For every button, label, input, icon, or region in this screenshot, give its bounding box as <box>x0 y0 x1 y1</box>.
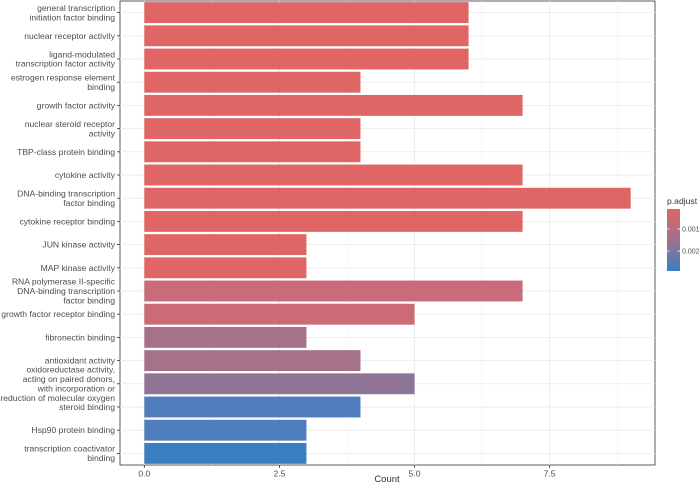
x-tick-label: 5.0 <box>409 469 421 479</box>
bar <box>144 25 469 47</box>
bar <box>144 2 469 24</box>
bars <box>144 2 631 464</box>
x-tick-label: 0.0 <box>138 469 150 479</box>
x-axis-title: Count <box>374 474 400 485</box>
x-axis-ticks: 0.0 2.5 5.0 7.5 <box>138 465 556 479</box>
category-label: TBP-class protein binding <box>17 147 115 157</box>
category-label: JUN kinase activity <box>42 240 115 250</box>
plot-panel <box>119 0 656 466</box>
bar <box>144 187 631 209</box>
bar <box>144 48 469 70</box>
category-label: antioxidant activity <box>45 356 116 366</box>
legend-tick-label: 0.002 <box>682 249 700 256</box>
category-label: transcription coactivator binding <box>24 444 115 463</box>
category-label: steroid binding <box>59 402 115 412</box>
bar <box>144 419 307 441</box>
category-label: cytokine receptor binding <box>19 216 115 226</box>
bar <box>144 280 523 302</box>
category-label: MAP kinase activity <box>41 263 116 273</box>
bar <box>144 396 361 418</box>
legend-colorbar <box>667 209 680 271</box>
category-label: growth factor activity <box>37 100 116 110</box>
category-label: ligand-modulated transcription factor act… <box>16 49 116 68</box>
bar <box>144 350 361 372</box>
legend-title: p.adjust <box>667 196 698 206</box>
category-label: DNA-binding transcription factor binding <box>17 189 115 208</box>
legend-ticks: 0.001 0.002 <box>667 226 700 256</box>
legend-tick-label: 0.001 <box>682 226 700 233</box>
bar <box>144 71 361 93</box>
category-labels: general transcription initiation factor b… <box>0 3 120 463</box>
category-label: fibronectin binding <box>45 332 115 342</box>
bar <box>144 303 415 325</box>
bar <box>144 442 307 464</box>
bar <box>144 141 361 163</box>
bar <box>144 94 523 116</box>
category-label: general transcription initiation factor b… <box>29 3 115 22</box>
category-label: nuclear receptor activity <box>24 31 115 41</box>
bar <box>144 164 523 186</box>
x-tick-label: 2.5 <box>273 469 285 479</box>
category-label: nuclear steroid receptor activity <box>25 119 116 138</box>
category-label: estrogen response element binding <box>11 73 116 92</box>
legend: p.adjust 0.001 0.002 <box>667 196 700 271</box>
bar <box>144 326 307 348</box>
bar <box>144 210 523 232</box>
category-label: Hsp90 protein binding <box>31 425 115 435</box>
category-label: cytokine activity <box>55 170 116 180</box>
category-label: RNA polymerase II-specific DNA-binding tr… <box>12 277 116 306</box>
category-label: oxidoreductase activity, acting on paired… <box>0 365 115 403</box>
x-tick-label: 7.5 <box>544 469 556 479</box>
bar <box>144 118 361 140</box>
bar <box>144 234 307 256</box>
bar <box>144 257 307 279</box>
bar <box>144 373 415 395</box>
category-label: growth factor receptor binding <box>1 309 115 319</box>
